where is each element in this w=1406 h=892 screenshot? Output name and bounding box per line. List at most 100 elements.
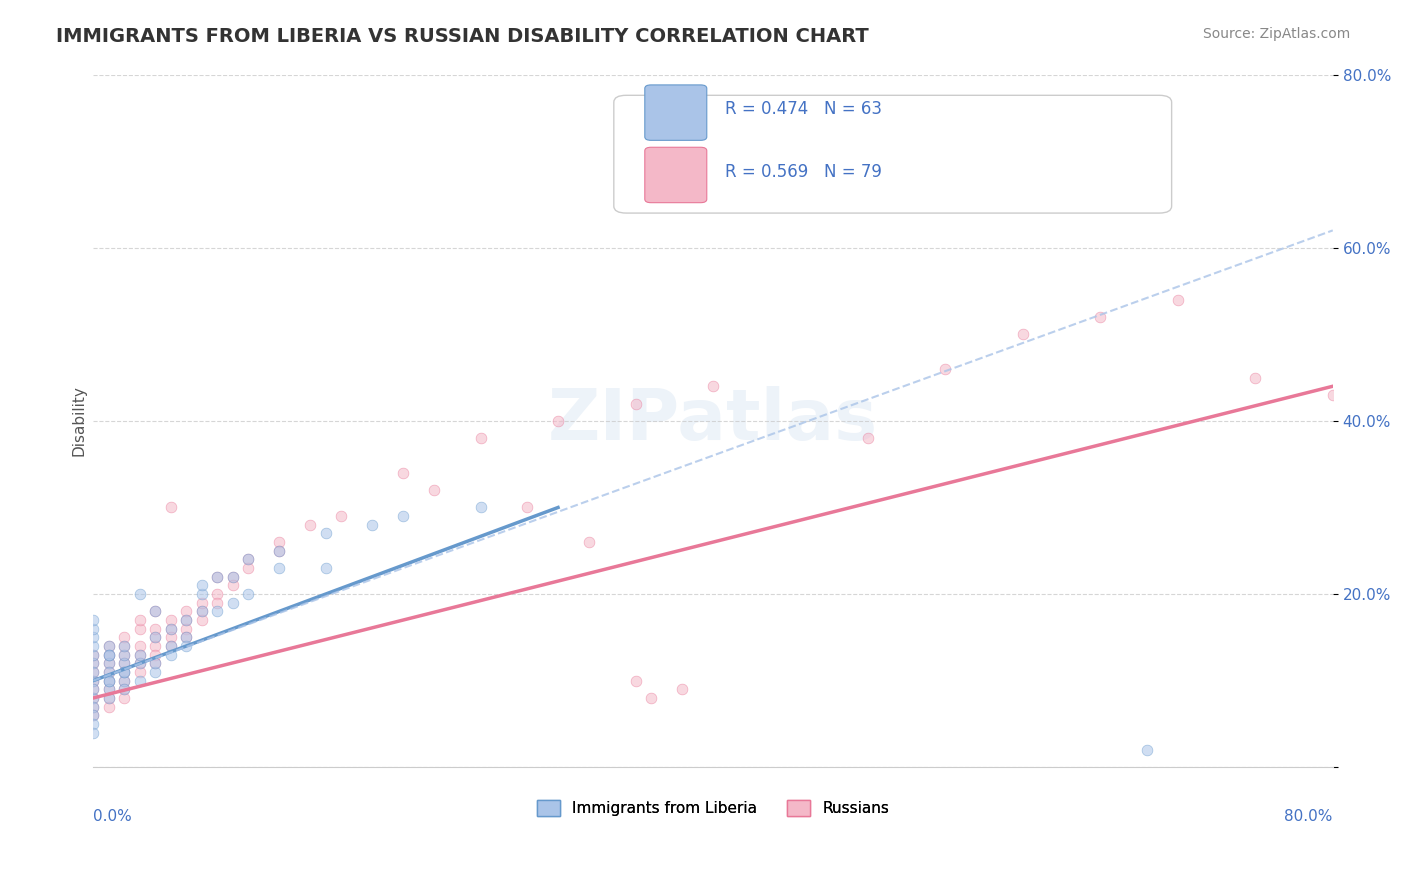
Point: [624, 673, 647, 688]
Point: [97, 657, 120, 671]
Point: [82, 622, 104, 636]
Point: [174, 631, 197, 645]
Point: [143, 639, 166, 653]
Point: [143, 604, 166, 618]
Point: [112, 648, 135, 662]
Text: Source: ZipAtlas.com: Source: ZipAtlas.com: [1202, 27, 1350, 41]
Point: [1136, 743, 1159, 757]
Point: [97, 665, 120, 679]
Point: [112, 631, 135, 645]
Text: ZIPatlas: ZIPatlas: [548, 386, 877, 456]
Point: [269, 535, 291, 549]
Point: [159, 639, 181, 653]
Point: [856, 431, 879, 445]
Point: [221, 578, 243, 592]
Point: [578, 535, 600, 549]
Point: [128, 648, 150, 662]
Point: [671, 682, 693, 697]
Point: [516, 500, 538, 515]
Point: [221, 570, 243, 584]
Point: [112, 673, 135, 688]
Point: [159, 639, 181, 653]
Point: [174, 604, 197, 618]
Point: [236, 561, 259, 575]
Point: [190, 587, 212, 601]
Point: [205, 587, 228, 601]
Point: [82, 657, 104, 671]
Point: [82, 717, 104, 731]
Y-axis label: Disability: Disability: [72, 385, 86, 457]
Point: [547, 414, 569, 428]
Point: [143, 648, 166, 662]
Point: [112, 657, 135, 671]
Point: [97, 699, 120, 714]
Point: [159, 622, 181, 636]
Point: [269, 543, 291, 558]
Point: [97, 691, 120, 706]
Point: [143, 604, 166, 618]
Point: [143, 665, 166, 679]
Point: [97, 648, 120, 662]
Point: [82, 725, 104, 739]
Text: R = 0.474   N = 63: R = 0.474 N = 63: [725, 100, 883, 118]
Point: [159, 648, 181, 662]
Point: [82, 648, 104, 662]
Point: [82, 708, 104, 723]
Point: [82, 639, 104, 653]
Point: [112, 665, 135, 679]
Point: [143, 657, 166, 671]
Point: [205, 570, 228, 584]
Point: [174, 613, 197, 627]
Text: IMMIGRANTS FROM LIBERIA VS RUSSIAN DISABILITY CORRELATION CHART: IMMIGRANTS FROM LIBERIA VS RUSSIAN DISAB…: [56, 27, 869, 45]
Point: [236, 587, 259, 601]
Point: [221, 596, 243, 610]
Point: [361, 517, 384, 532]
Point: [1012, 327, 1035, 342]
Point: [112, 639, 135, 653]
Point: [934, 362, 956, 376]
Point: [190, 596, 212, 610]
Point: [82, 682, 104, 697]
Point: [97, 682, 120, 697]
Point: [97, 665, 120, 679]
Point: [82, 665, 104, 679]
Text: 0.0%: 0.0%: [93, 809, 132, 824]
Point: [112, 682, 135, 697]
Point: [470, 500, 492, 515]
Point: [143, 657, 166, 671]
Point: [1322, 388, 1344, 402]
Point: [112, 673, 135, 688]
Point: [315, 561, 337, 575]
Point: [112, 639, 135, 653]
Point: [624, 396, 647, 410]
Point: [392, 509, 415, 524]
Point: [174, 639, 197, 653]
Point: [82, 691, 104, 706]
Point: [143, 631, 166, 645]
Point: [470, 431, 492, 445]
Point: [82, 673, 104, 688]
Point: [128, 657, 150, 671]
Point: [112, 691, 135, 706]
Point: [82, 631, 104, 645]
Point: [128, 648, 150, 662]
Point: [174, 631, 197, 645]
Point: [128, 665, 150, 679]
Point: [82, 657, 104, 671]
Point: [315, 526, 337, 541]
Point: [221, 570, 243, 584]
Point: [190, 578, 212, 592]
Point: [236, 552, 259, 566]
FancyBboxPatch shape: [614, 95, 1171, 213]
Point: [143, 631, 166, 645]
Point: [82, 699, 104, 714]
Point: [97, 682, 120, 697]
Point: [112, 682, 135, 697]
Point: [423, 483, 446, 498]
Point: [1167, 293, 1189, 307]
Point: [128, 587, 150, 601]
Point: [97, 673, 120, 688]
Point: [82, 699, 104, 714]
Point: [205, 596, 228, 610]
Point: [159, 500, 181, 515]
